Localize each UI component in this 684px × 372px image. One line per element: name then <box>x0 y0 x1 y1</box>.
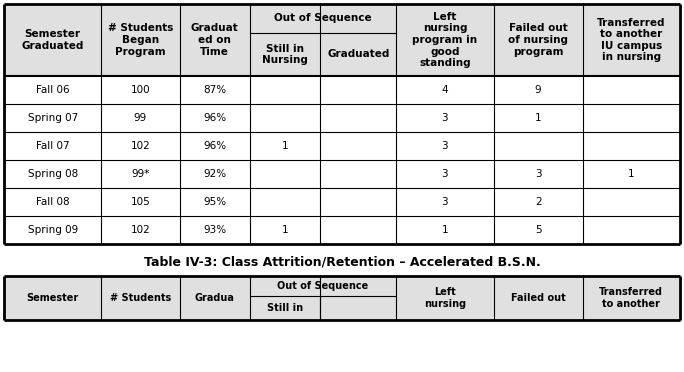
Text: Still in
Nursing: Still in Nursing <box>262 44 308 65</box>
Text: 93%: 93% <box>203 225 226 235</box>
Text: Still in: Still in <box>267 303 303 313</box>
Text: Transferred
to another
IU campus
in nursing: Transferred to another IU campus in nurs… <box>597 17 666 62</box>
Text: 92%: 92% <box>203 169 226 179</box>
Text: 96%: 96% <box>203 141 226 151</box>
Text: 4: 4 <box>442 85 448 95</box>
Text: 9: 9 <box>535 85 542 95</box>
Text: 2: 2 <box>535 197 542 207</box>
Text: Graduated: Graduated <box>327 49 389 60</box>
Text: Out of Sequence: Out of Sequence <box>274 13 372 23</box>
Text: Spring 07: Spring 07 <box>27 113 78 123</box>
Text: Semester: Semester <box>27 293 79 303</box>
Text: # Students: # Students <box>110 293 171 303</box>
Text: 3: 3 <box>535 169 542 179</box>
Text: 1: 1 <box>442 225 448 235</box>
Text: 102: 102 <box>131 141 150 151</box>
Text: Spring 09: Spring 09 <box>27 225 78 235</box>
Text: Fall 08: Fall 08 <box>36 197 70 207</box>
Text: 3: 3 <box>442 141 448 151</box>
Text: 99*: 99* <box>131 169 150 179</box>
Text: Failed out
of nursing
program: Failed out of nursing program <box>508 23 568 57</box>
Text: Gradua: Gradua <box>195 293 235 303</box>
Text: 1: 1 <box>628 169 635 179</box>
Text: Table IV-3: Class Attrition/Retention – Accelerated B.S.N.: Table IV-3: Class Attrition/Retention – … <box>144 256 540 269</box>
Text: 99: 99 <box>134 113 147 123</box>
Text: Graduat
ed on
Time: Graduat ed on Time <box>191 23 239 57</box>
Text: Fall 06: Fall 06 <box>36 85 70 95</box>
Text: 1: 1 <box>535 113 542 123</box>
Text: Left
nursing: Left nursing <box>424 287 466 309</box>
Text: Spring 08: Spring 08 <box>27 169 78 179</box>
Text: 96%: 96% <box>203 113 226 123</box>
Bar <box>4 276 680 320</box>
Text: 87%: 87% <box>203 85 226 95</box>
Text: 100: 100 <box>131 85 150 95</box>
Text: Fall 07: Fall 07 <box>36 141 70 151</box>
Text: Semester
Graduated: Semester Graduated <box>22 29 84 51</box>
Text: # Students
Began
Program: # Students Began Program <box>108 23 173 57</box>
Text: Transferred
to another: Transferred to another <box>599 287 663 309</box>
Text: Left
nursing
program in
good
standing: Left nursing program in good standing <box>412 12 477 68</box>
Text: 105: 105 <box>131 197 150 207</box>
Text: 95%: 95% <box>203 197 226 207</box>
Text: 3: 3 <box>442 197 448 207</box>
Text: 3: 3 <box>442 169 448 179</box>
Text: Out of Sequence: Out of Sequence <box>278 281 369 291</box>
Text: 1: 1 <box>282 225 289 235</box>
Text: Failed out: Failed out <box>511 293 566 303</box>
Bar <box>4 4 680 76</box>
Text: 3: 3 <box>442 113 448 123</box>
Text: 102: 102 <box>131 225 150 235</box>
Text: 1: 1 <box>282 141 289 151</box>
Text: 5: 5 <box>535 225 542 235</box>
